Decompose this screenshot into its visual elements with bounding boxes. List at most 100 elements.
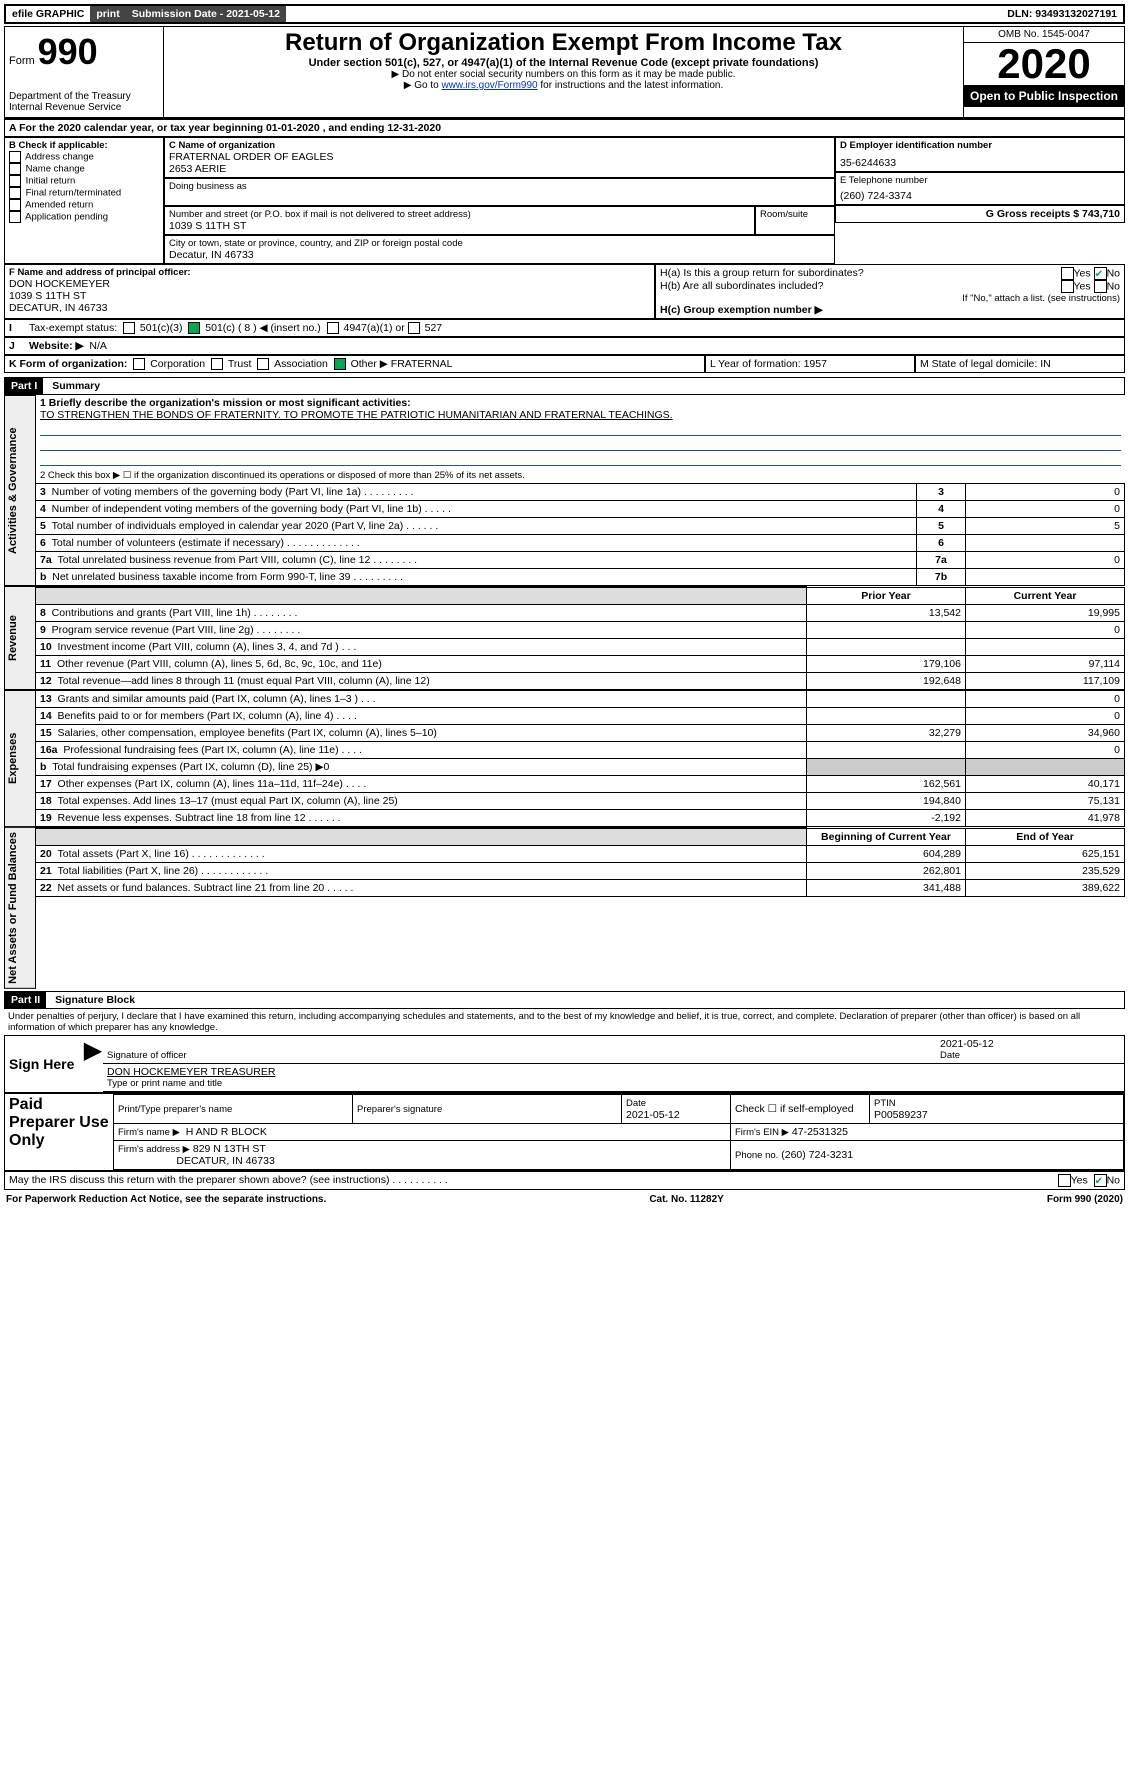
box-l: L Year of formation: 1957	[705, 355, 915, 373]
part2-sub: Signature Block	[49, 992, 141, 1008]
tax-year: 2020	[964, 43, 1124, 85]
firm-name-label: Firm's name ▶	[118, 1127, 180, 1138]
b-opt-2: Initial return	[9, 175, 159, 187]
officer-name-title: DON HOCKEMEYER TREASURER	[107, 1066, 1120, 1078]
table-row: 10 Investment income (Part VIII, column …	[36, 639, 1125, 656]
dba-label: Doing business as	[169, 181, 830, 192]
footer-left: For Paperwork Reduction Act Notice, see …	[6, 1194, 326, 1205]
name-title-label: Type or print name and title	[107, 1078, 1120, 1089]
q1: 1 Briefly describe the organization's mi…	[36, 395, 1125, 468]
table-row: 15 Salaries, other compensation, employe…	[36, 725, 1125, 742]
date-label: Date	[940, 1050, 1120, 1061]
sign-here-label: Sign Here	[5, 1054, 83, 1074]
k-other: Other ▶	[351, 358, 388, 370]
part1-sub: Summary	[46, 378, 106, 394]
room-label: Room/suite	[755, 206, 835, 235]
table-row: 22 Net assets or fund balances. Subtract…	[36, 880, 1125, 897]
top-bar: efile GRAPHIC print Submission Date - 20…	[4, 4, 1125, 24]
officer-addr1: 1039 S 11TH ST	[9, 290, 650, 302]
ein-val: 35-6244633	[840, 157, 1120, 169]
ptin-val: P00589237	[874, 1109, 928, 1121]
sign-arrow-icon: ▶	[83, 1036, 103, 1092]
table-row: 16a Professional fundraising fees (Part …	[36, 742, 1125, 759]
form-number: 990	[38, 31, 98, 72]
box-k: K Form of organization: Corporation Trus…	[4, 355, 705, 373]
dba-box: Doing business as	[164, 178, 835, 206]
title-box: Return of Organization Exempt From Incom…	[164, 26, 963, 118]
discuss-no: No	[1107, 1174, 1120, 1186]
table-row: 14 Benefits paid to or for members (Part…	[36, 708, 1125, 725]
q1-text: TO STRENGTHEN THE BONDS OF FRATERNITY. T…	[40, 409, 673, 421]
i-527: 527	[425, 322, 443, 334]
officer-addr2: DECATUR, IN 46733	[9, 302, 650, 314]
form-title: Return of Organization Exempt From Incom…	[170, 29, 957, 57]
table-row: 6 Total number of volunteers (estimate i…	[36, 535, 1125, 552]
preparer-table: Print/Type preparer's name Preparer's si…	[113, 1094, 1124, 1170]
box-m: M State of legal domicile: IN	[915, 355, 1125, 373]
note-ssn: ▶ Do not enter social security numbers o…	[170, 69, 957, 80]
city-box: City or town, state or province, country…	[164, 235, 835, 264]
org-name-2: 2653 AERIE	[169, 163, 830, 175]
table-row: 20 Total assets (Part X, line 16) . . . …	[36, 846, 1125, 863]
officer-name: DON HOCKEMEYER	[9, 278, 650, 290]
hb-yes: Yes	[1074, 280, 1091, 292]
note-post: for instructions and the latest informat…	[540, 80, 723, 91]
k-label: K Form of organization:	[9, 358, 127, 370]
q2: 2 Check this box ▶ ☐ if the organization…	[36, 468, 1125, 483]
prep-date-label: Date	[626, 1098, 646, 1109]
footer-right: Form 990 (2020)	[1047, 1194, 1123, 1205]
firm-addr1: 829 N 13TH ST	[193, 1143, 266, 1155]
firm-ein-label: Firm's EIN ▶	[735, 1127, 789, 1138]
revenue-table: Prior YearCurrent Year8 Contributions an…	[36, 586, 1125, 690]
i-label: Tax-exempt status:	[29, 322, 117, 334]
street-box: Number and street (or P.O. box if mail i…	[164, 206, 755, 235]
ha-no: No	[1107, 267, 1120, 279]
box-h: H(a) Is this a group return for subordin…	[655, 264, 1125, 319]
box-i: I Tax-exempt status: 501(c)(3) 501(c) ( …	[4, 319, 1125, 337]
i-501c: 501(c) ( 8 ) ◀ (insert no.)	[205, 322, 320, 334]
firm-phone: (260) 724-3231	[781, 1149, 853, 1161]
open-public: Open to Public Inspection	[964, 85, 1124, 107]
box-f: F Name and address of principal officer:…	[4, 264, 655, 319]
irs-link[interactable]: www.irs.gov/Form990	[441, 80, 537, 91]
expenses-table: 13 Grants and similar amounts paid (Part…	[36, 690, 1125, 827]
table-row: 8 Contributions and grants (Part VIII, l…	[36, 605, 1125, 622]
website-val: N/A	[89, 340, 107, 352]
perjury-text: Under penalties of perjury, I declare th…	[4, 1009, 1125, 1035]
hb-label: H(b) Are all subordinates included?	[660, 280, 823, 293]
box-g: G Gross receipts $ 743,710	[835, 205, 1125, 223]
hb-note: If "No," attach a list. (see instruction…	[660, 293, 1120, 304]
j-label: Website: ▶	[29, 340, 84, 352]
year-box: OMB No. 1545-0047 2020 Open to Public In…	[963, 26, 1125, 118]
ptin-label: PTIN	[874, 1098, 896, 1109]
form-word: Form	[9, 55, 35, 67]
print-button[interactable]: print	[90, 6, 125, 22]
paid-preparer-label: Paid Preparer Use Only	[5, 1094, 113, 1170]
prep-sig-label: Preparer's signature	[357, 1104, 442, 1115]
part2-header-row: Part II Signature Block	[4, 991, 1125, 1009]
gross-receipts: G Gross receipts $ 743,710	[986, 208, 1120, 220]
table-row: 3 Number of voting members of the govern…	[36, 484, 1125, 501]
table-row: b Net unrelated business taxable income …	[36, 569, 1125, 586]
check-self: Check ☐ if self-employed	[731, 1095, 870, 1124]
footer-mid: Cat. No. 11282Y	[649, 1194, 723, 1205]
box-c: C Name of organization FRATERNAL ORDER O…	[164, 137, 835, 178]
table-row: 4 Number of independent voting members o…	[36, 501, 1125, 518]
city-label: City or town, state or province, country…	[169, 238, 830, 249]
b-opt-3: Final return/terminated	[9, 187, 159, 199]
table-row: 18 Total expenses. Add lines 13–17 (must…	[36, 793, 1125, 810]
box-b: B Check if applicable: Address change Na…	[4, 137, 164, 264]
q1-label: 1 Briefly describe the organization's mi…	[40, 397, 411, 409]
street-label: Number and street (or P.O. box if mail i…	[169, 209, 750, 220]
b-opt-5: Application pending	[9, 211, 159, 223]
ha-label: H(a) Is this a group return for subordin…	[660, 267, 864, 280]
dln: DLN: 93493132027191	[1001, 6, 1123, 22]
part1-header-row: Part I Summary	[4, 377, 1125, 395]
firm-phone-label: Phone no.	[735, 1150, 778, 1161]
table-row: 9 Program service revenue (Part VIII, li…	[36, 622, 1125, 639]
dept-treasury: Department of the Treasury	[9, 91, 159, 102]
firm-ein: 47-2531325	[792, 1126, 848, 1138]
table-row: 11 Other revenue (Part VIII, column (A),…	[36, 656, 1125, 673]
box-j: J Website: ▶ N/A	[4, 337, 1125, 355]
side-net: Net Assets or Fund Balances	[4, 827, 36, 989]
